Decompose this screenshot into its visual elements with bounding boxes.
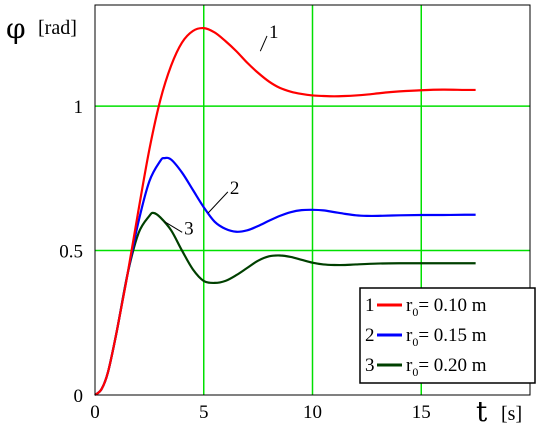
y-tick-label: 0.5 bbox=[59, 242, 83, 263]
legend-label-2: r0= 0.15 m bbox=[406, 325, 487, 349]
x-tick-label: 10 bbox=[303, 402, 322, 423]
series-layer bbox=[94, 26, 476, 396]
legend: 1 r0= 0.10 m 2 r0= 0.15 m 3 r0= 0.20 m bbox=[359, 287, 536, 384]
legend-number-1: 1 bbox=[365, 295, 375, 316]
annotation-leader-1 bbox=[259, 35, 268, 52]
legend-label-3: r0= 0.20 m bbox=[406, 355, 487, 379]
tick-labels: 0 5 10 15 0 0.5 1 bbox=[59, 97, 431, 423]
annotation-leader-2 bbox=[207, 191, 229, 214]
y-axis-symbol: φ bbox=[6, 12, 26, 45]
series-line-1 bbox=[94, 26, 476, 396]
x-tick-label: 15 bbox=[412, 402, 431, 423]
y-tick-label: 0 bbox=[74, 386, 84, 407]
x-axis-unit: [s] bbox=[501, 403, 522, 425]
series-line-2 bbox=[94, 156, 476, 396]
y-tick-label: 1 bbox=[74, 97, 84, 118]
y-axis-unit: [rad] bbox=[38, 17, 77, 39]
legend-label-1: r0= 0.10 m bbox=[406, 295, 487, 319]
curve-annotations: 1 2 3 bbox=[164, 22, 279, 239]
plot-frame bbox=[94, 4, 531, 396]
x-tick-label: 0 bbox=[90, 402, 100, 423]
x-tick-label: 5 bbox=[199, 402, 209, 423]
legend-number-3: 3 bbox=[365, 355, 375, 376]
legend-number-2: 2 bbox=[365, 325, 375, 346]
annotation-leader-3 bbox=[164, 221, 183, 233]
grid bbox=[95, 5, 530, 395]
x-axis-symbol: t bbox=[476, 395, 488, 428]
annotation-label-2: 2 bbox=[230, 178, 240, 199]
series-line-3 bbox=[94, 211, 476, 396]
annotation-label-1: 1 bbox=[269, 22, 279, 43]
annotation-label-3: 3 bbox=[184, 218, 194, 239]
